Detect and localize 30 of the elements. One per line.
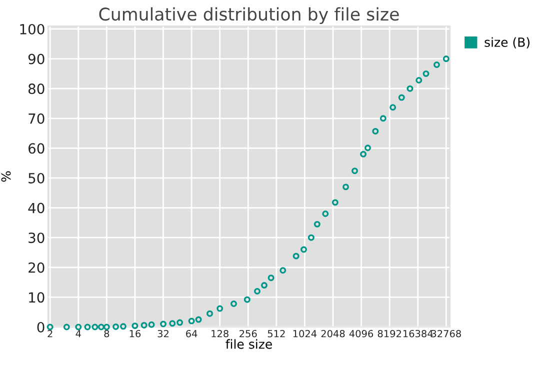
x-axis-title: file size	[226, 339, 272, 349]
chart-title: Cumulative distribution by file size	[99, 7, 399, 24]
y-tick-label: 100	[20, 24, 44, 34]
x-tick-label: 2048	[321, 330, 345, 338]
x-tick-label: 32768	[431, 330, 461, 338]
y-tick-label: 0	[37, 322, 44, 332]
y-tick-label: 50	[28, 172, 44, 184]
y-tick-label: 60	[28, 143, 44, 154]
y-tick-label: 90	[28, 54, 44, 64]
legend-label: size (B)	[484, 37, 530, 48]
x-tick-label: 4096	[349, 330, 374, 338]
y-tick-label: 10	[29, 292, 44, 303]
x-tick-label: 8	[104, 330, 110, 338]
x-tick-label: 4	[76, 330, 81, 338]
y-tick-label: 40	[28, 202, 44, 214]
x-tick-label: 64	[186, 330, 198, 338]
x-tick-label: 1024	[293, 330, 317, 338]
x-tick-label: 16	[130, 330, 141, 338]
x-tick-label: 128	[212, 330, 228, 338]
x-tick-label: 8192	[378, 330, 401, 338]
x-tick-label: 2	[48, 330, 52, 338]
x-tick-label: 32	[158, 330, 168, 338]
x-tick-label: 16384	[403, 330, 433, 338]
y-axis-title: %	[1, 171, 11, 182]
x-tick-label: 256	[240, 330, 257, 338]
y-tick-label: 20	[28, 262, 44, 273]
y-tick-label: 30	[28, 232, 44, 244]
y-tick-label: 80	[28, 84, 44, 94]
x-tick-label: 512	[268, 330, 285, 338]
y-tick-label: 70	[28, 113, 44, 124]
